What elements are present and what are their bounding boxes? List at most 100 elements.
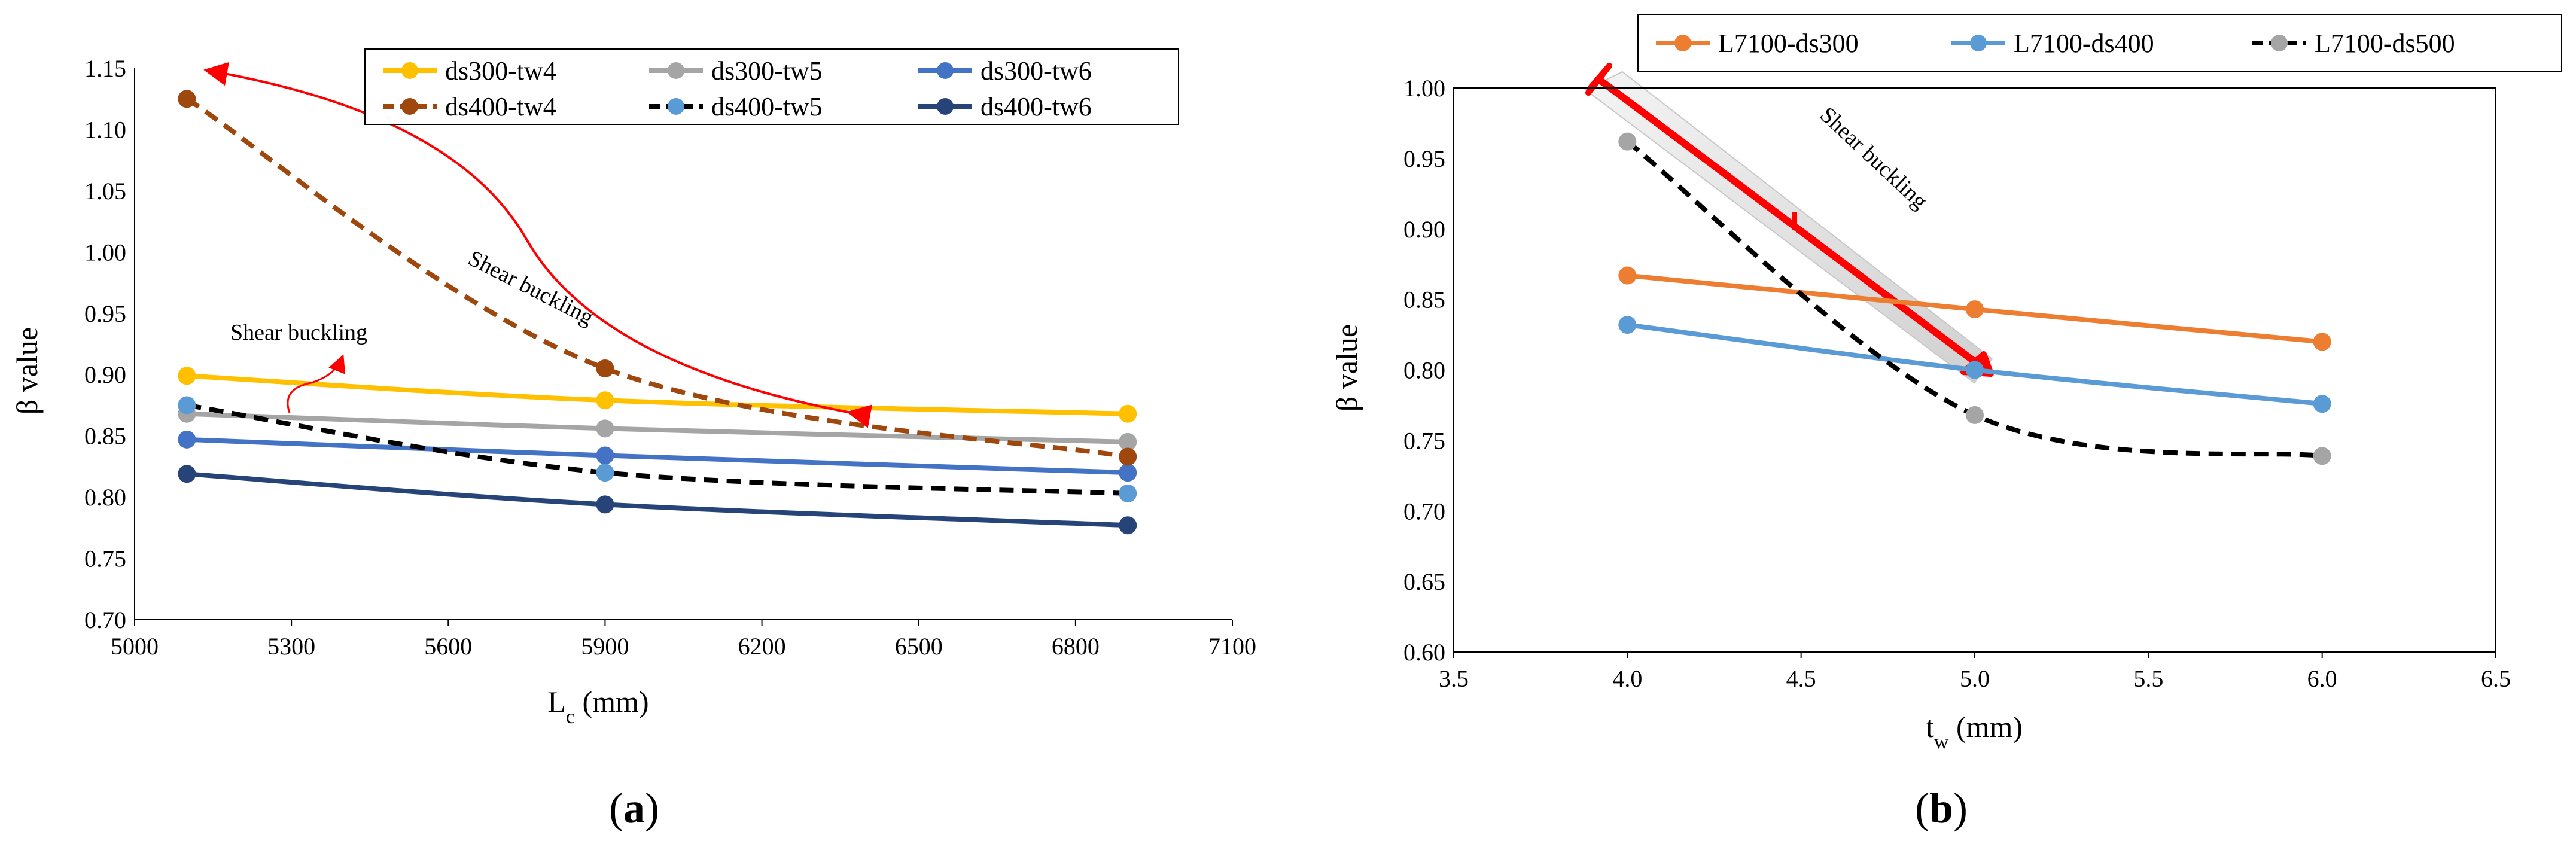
a-shear-buckling-label-small: Shear buckling: [230, 320, 367, 345]
x-tick-label: 5000: [111, 633, 159, 660]
a-legend: ds300-tw4 ds300-tw5 ds300-tw6 ds400-tw4 ds40…: [364, 48, 1179, 125]
x-tick-label: 5.0: [1960, 665, 1990, 692]
data-point-L7100-ds500: [1618, 132, 1637, 151]
data-point-ds400-tw5: [178, 396, 196, 415]
y-tick-label: 0.90: [84, 361, 126, 388]
y-tick-label: 1.10: [84, 116, 126, 143]
x-tick-label: 3.5: [1439, 665, 1469, 692]
legend-swatch-marker: [1970, 35, 1987, 51]
legend-label: ds400-tw4: [445, 92, 556, 121]
y-tick-label: 0.70: [1403, 498, 1445, 525]
x-tick-label: 4.5: [1786, 665, 1816, 692]
legend-label: ds400-tw5: [711, 92, 823, 121]
data-point-ds400-tw5: [596, 464, 614, 482]
legend-label: ds400-tw6: [981, 92, 1092, 121]
x-tick-label: 6500: [895, 633, 943, 660]
x-tick-label: 6200: [738, 633, 786, 660]
y-tick-label: 0.75: [1403, 427, 1445, 454]
y-tick-label: 0.95: [84, 300, 126, 327]
data-point-ds300-tw6: [596, 446, 614, 465]
legend-swatch-marker: [401, 98, 418, 115]
legend-label: L7100-ds300: [1718, 29, 1859, 58]
y-tick-label: 0.85: [1403, 287, 1445, 313]
data-point-L7100-ds400: [1966, 361, 1984, 379]
x-tick-label: 6800: [1052, 633, 1100, 660]
b-shear-buckling-label: Shear buckling: [1815, 102, 1932, 214]
chart-a: 0.70 0.75 0.80 0.85 0.90 0.95 1.00 1.05 1.10 1.15…: [10, 48, 1256, 728]
data-point-ds400-tw4: [596, 359, 614, 377]
x-tick-label: 5300: [267, 633, 315, 660]
data-point-ds300-tw6: [1119, 464, 1137, 482]
legend-swatch-marker: [937, 62, 954, 79]
legend-swatch-marker: [668, 98, 684, 115]
x-tick-label: 4.0: [1612, 665, 1642, 692]
data-point-L7100-ds300: [1618, 266, 1637, 285]
legend-swatch-marker: [1674, 35, 1691, 51]
a-shear-buckling-arrow-large: [203, 62, 873, 428]
b-shear-buckling-arrow: [1584, 63, 1994, 384]
x-tick-label: 6.5: [2481, 665, 2511, 692]
x-tick-label: 7100: [1208, 633, 1256, 660]
data-point-ds400-tw6: [1119, 516, 1137, 535]
data-point-ds300-tw4: [178, 367, 196, 385]
legend-label: ds300-tw5: [711, 56, 823, 86]
data-point-L7100-ds500: [1966, 406, 1984, 424]
data-point-ds300-tw5: [596, 419, 614, 438]
b-y-axis-label: β value: [1330, 324, 1363, 412]
legend-label: L7100-ds400: [2014, 29, 2154, 58]
panel-label-a: (a): [609, 784, 659, 832]
y-tick-label: 0.60: [1403, 639, 1445, 666]
a-shear-buckling-arrow-small: [287, 354, 345, 413]
y-tick-label: 1.05: [84, 178, 126, 205]
legend-label: ds300-tw4: [445, 56, 556, 86]
y-tick-label: 0.70: [84, 607, 126, 633]
y-tick-label: 0.75: [84, 546, 126, 572]
legend-swatch-marker: [668, 62, 684, 79]
data-point-L7100-ds400: [1618, 316, 1637, 334]
a-y-axis-label: β value: [10, 327, 44, 415]
legend-swatch-marker: [937, 98, 954, 115]
data-point-ds300-tw6: [178, 430, 196, 449]
y-tick-label: 0.80: [84, 484, 126, 511]
data-point-ds300-tw4: [1119, 404, 1137, 423]
legend-swatch-marker: [2271, 35, 2288, 51]
y-tick-label: 1.15: [84, 55, 126, 82]
a-shear-buckling-label-large: Shear buckling: [464, 246, 598, 330]
series-line-ds400-tw6: [184, 471, 1131, 528]
series-line-ds300-tw5: [184, 411, 1131, 444]
data-point-ds400-tw4: [1119, 447, 1137, 466]
data-point-ds400-tw6: [596, 495, 614, 514]
y-tick-label: 0.85: [84, 423, 126, 450]
series-line-ds300-tw4: [184, 373, 1131, 416]
data-point-ds400-tw4: [178, 90, 196, 108]
legend-label: L7100-ds500: [2315, 29, 2455, 58]
data-point-L7100-ds500: [2313, 447, 2331, 465]
x-tick-label: 5.5: [2133, 665, 2163, 692]
data-point-ds300-tw5: [1119, 432, 1137, 451]
y-tick-label: 0.80: [1403, 357, 1445, 384]
b-x-axis-label: tw (mm): [1926, 710, 2023, 753]
y-tick-label: 0.90: [1403, 216, 1445, 243]
data-point-L7100-ds400: [2313, 395, 2331, 413]
legend-swatch-marker: [401, 62, 418, 79]
chart-b: 0.60 0.65 0.70 0.75 0.80 0.85 0.90 0.95 1.00 3.5…: [1330, 14, 2562, 753]
data-point-L7100-ds300: [2313, 333, 2331, 351]
data-point-ds400-tw6: [178, 465, 196, 483]
y-tick-label: 0.95: [1403, 145, 1445, 172]
y-tick-label: 0.65: [1403, 568, 1445, 595]
x-tick-label: 5900: [581, 633, 629, 660]
plot-frame: [1453, 87, 2496, 653]
x-tick-label: 5600: [424, 633, 472, 660]
x-tick-label: 6.0: [2307, 665, 2337, 692]
data-point-L7100-ds300: [1966, 300, 1984, 319]
b-legend: L7100-ds300 L7100-ds400 L7100-ds500: [1637, 14, 2562, 72]
y-tick-label: 1.00: [1403, 75, 1445, 102]
data-point-ds300-tw4: [596, 391, 614, 410]
legend-label: ds300-tw6: [981, 56, 1092, 86]
data-point-ds400-tw5: [1119, 484, 1137, 502]
series-line-ds300-tw6: [184, 437, 1131, 476]
y-tick-label: 1.00: [84, 239, 126, 266]
panel-label-b: (b): [1915, 784, 1968, 832]
a-x-axis-label: Lc (mm): [547, 685, 648, 728]
